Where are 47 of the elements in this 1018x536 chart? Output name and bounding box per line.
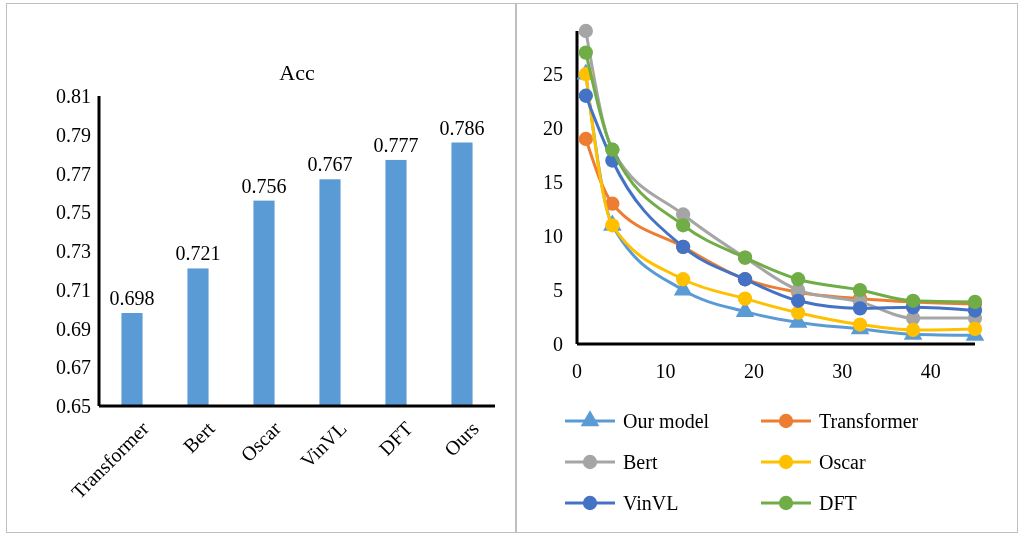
y-tick-label: 25 (543, 63, 563, 86)
y-tick-label: 0.71 (56, 278, 91, 301)
point (676, 218, 691, 233)
point (852, 282, 868, 298)
y-tick-label: 0.69 (56, 317, 91, 340)
x-tick-label: Bert (178, 416, 220, 458)
point (967, 321, 983, 337)
point (605, 196, 620, 211)
y-tick-label: 20 (543, 117, 563, 140)
point (790, 305, 806, 320)
x-tick-label: 40 (920, 360, 941, 382)
point (578, 23, 593, 39)
x-tick-label: 0 (572, 360, 582, 382)
point (676, 272, 691, 287)
x-tick-label: 30 (832, 360, 853, 382)
point (578, 131, 593, 147)
y-tick-label: 0.73 (56, 240, 91, 262)
y-tick-label: 0.79 (56, 123, 91, 146)
y-tick-label: 0.65 (56, 395, 91, 417)
y-tick-label: 0.75 (56, 201, 91, 224)
data-label: 0.767 (307, 153, 353, 176)
point (737, 291, 753, 306)
legend-label: VinVL (623, 492, 679, 514)
y-tick-label: 5 (553, 279, 563, 302)
data-label: 0.721 (175, 242, 221, 265)
x-tick-label: 10 (655, 360, 676, 382)
y-tick-label: 0.67 (56, 356, 91, 379)
point (790, 272, 806, 287)
x-tick-label: Ours (439, 417, 483, 461)
y-tick-label: 0.81 (56, 85, 91, 107)
data-label: 0.698 (109, 287, 155, 309)
point (578, 45, 593, 60)
legend-label: DFT (819, 492, 857, 514)
y-tick-label: 0 (553, 333, 563, 355)
point (790, 293, 806, 308)
point (578, 88, 593, 103)
data-label: 0.777 (373, 133, 419, 156)
legend-label: Our model (623, 410, 710, 432)
x-tick-label: 20 (743, 360, 764, 382)
point (605, 218, 620, 233)
chart-title: Acc (279, 60, 315, 85)
data-label: 0.756 (241, 174, 287, 197)
data-label: 0.786 (439, 116, 485, 139)
y-tick-label: 15 (543, 171, 563, 194)
point (852, 301, 868, 316)
y-tick-label: 0.77 (56, 162, 91, 185)
y-tick-label: 10 (543, 225, 563, 248)
